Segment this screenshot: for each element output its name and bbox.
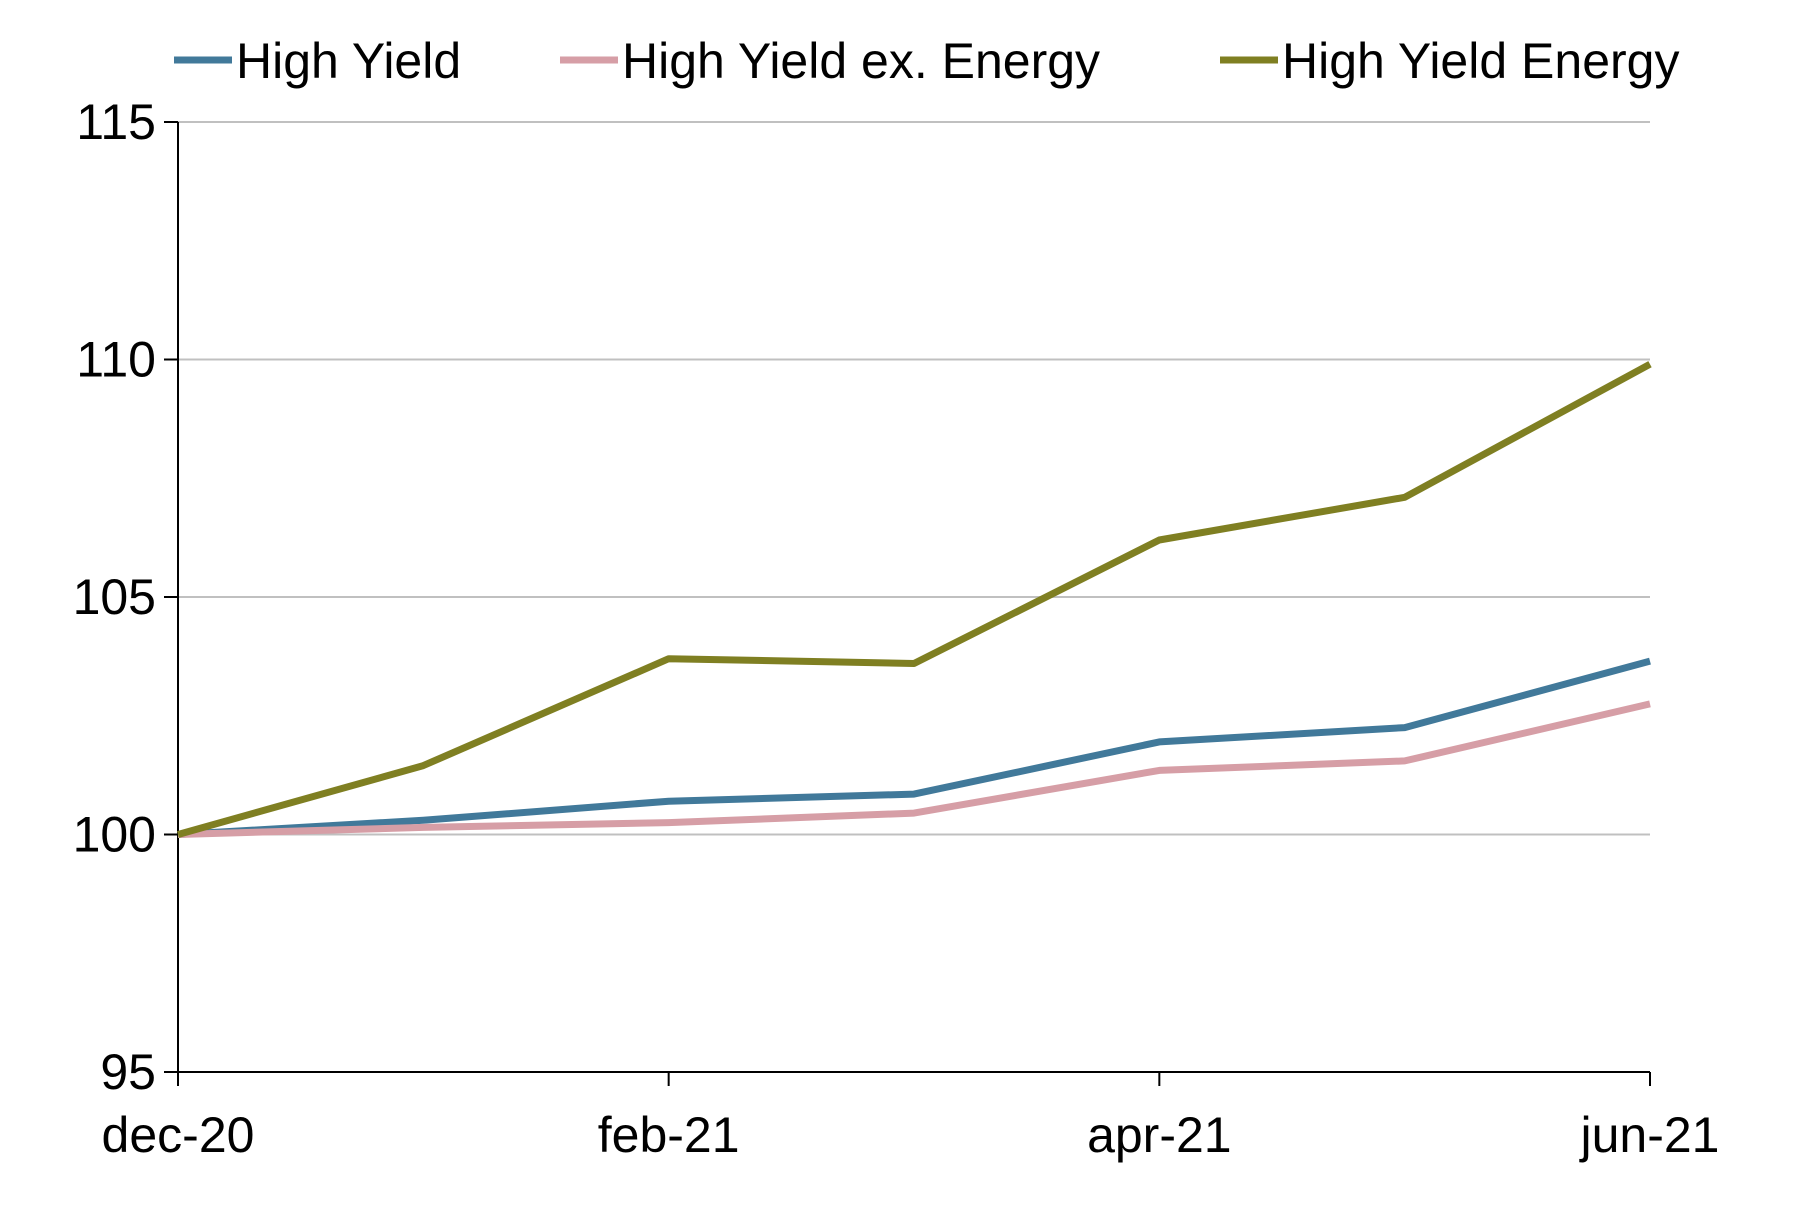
x-tick-label: jun-21: [1579, 1107, 1720, 1163]
y-tick-label: 115: [76, 94, 156, 150]
axes: 95 100 105 110 115 dec-20 feb-21 apr-21 jun-21: [73, 94, 1720, 1163]
series-line-high-yield-ex-energy: [177, 700, 1651, 838]
legend-label: High Yield Energy: [1282, 33, 1679, 89]
x-tick-label: dec-20: [102, 1107, 255, 1163]
series-line-high-yield: [177, 657, 1651, 838]
y-tick-label: 100: [73, 807, 156, 863]
y-tick-label: 110: [76, 332, 156, 388]
series-lines: [177, 361, 1652, 838]
legend-label: High Yield ex. Energy: [622, 33, 1100, 89]
series-line-high-yield-energy: [177, 361, 1652, 838]
legend: High Yield High Yield ex. Energy High Yiel…: [174, 33, 1679, 89]
y-tick-label: 95: [100, 1044, 156, 1100]
x-tick-label: feb-21: [598, 1107, 740, 1163]
x-tick-label: apr-21: [1087, 1107, 1232, 1163]
gridlines: [178, 121, 1650, 836]
legend-label: High Yield: [236, 33, 461, 89]
y-tick-label: 105: [73, 569, 156, 625]
